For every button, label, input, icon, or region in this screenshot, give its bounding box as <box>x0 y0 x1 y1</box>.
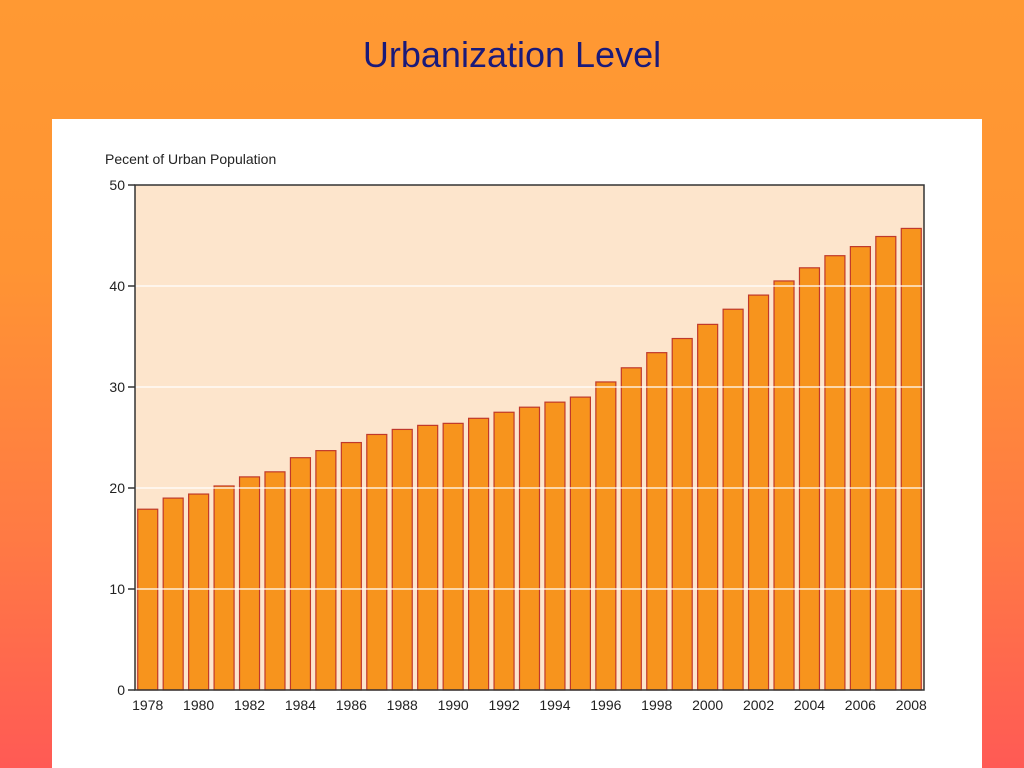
x-tick-label-1978: 1978 <box>132 697 163 713</box>
bar-1981 <box>213 485 235 691</box>
bar-2004 <box>798 267 821 691</box>
bar-1978 <box>137 508 159 691</box>
x-tick-label-1996: 1996 <box>590 697 621 713</box>
y-tick-label-50: 50 <box>109 177 125 193</box>
x-tick-label-2000: 2000 <box>692 697 723 713</box>
y-tick-label-20: 20 <box>109 480 125 496</box>
bar-2003 <box>773 280 795 691</box>
x-tick-label-1984: 1984 <box>285 697 316 713</box>
bar-chart: Pecent of Urban Population 0 10 20 30 40 50 1… <box>105 151 927 713</box>
bar-1986 <box>340 441 362 691</box>
bar-1999 <box>671 337 693 691</box>
x-tick-label-1982: 1982 <box>234 697 265 713</box>
bar-1993 <box>518 406 541 691</box>
x-tick-label-1998: 1998 <box>641 697 672 713</box>
x-tick-label-2006: 2006 <box>845 697 876 713</box>
bar-1980 <box>188 493 210 691</box>
bars <box>137 227 922 691</box>
slide-title: Urbanization Level <box>362 34 662 75</box>
x-tick-label-2002: 2002 <box>743 697 774 713</box>
y-tick-label-30: 30 <box>109 379 125 395</box>
bar-1988 <box>391 428 413 691</box>
x-tick-label-2008: 2008 <box>896 697 927 713</box>
axes <box>128 184 925 691</box>
x-tick-label-1980: 1980 <box>183 697 214 713</box>
bar-1984 <box>289 457 312 691</box>
bar-2000 <box>697 323 719 691</box>
bar-1998 <box>646 352 668 691</box>
x-tick-label-2004: 2004 <box>794 697 825 713</box>
bar-1996 <box>595 381 617 691</box>
gridlines <box>135 285 924 590</box>
bar-1979 <box>162 497 184 691</box>
bar-2005 <box>824 255 846 691</box>
bar-2001 <box>722 308 744 691</box>
bar-1997 <box>620 367 642 691</box>
x-tick-label-1988: 1988 <box>387 697 418 713</box>
x-tick-label-1992: 1992 <box>488 697 519 713</box>
x-tick-label-1994: 1994 <box>539 697 570 713</box>
bar-2007 <box>875 235 897 691</box>
plot-frame <box>134 184 925 691</box>
bar-2006 <box>849 246 871 691</box>
x-tick-labels: 1978 1980 1982 1984 1986 1988 1990 1992 1994 1996… <box>132 697 927 713</box>
bar-1992 <box>493 411 515 691</box>
bar-2008 <box>900 227 922 691</box>
y-tick-label-0: 0 <box>117 682 125 698</box>
bar-1991 <box>468 417 490 691</box>
bar-1994 <box>544 401 566 691</box>
bar-1989 <box>417 424 439 691</box>
bar-1983 <box>264 471 286 691</box>
y-tick-label-40: 40 <box>109 278 125 294</box>
x-tick-label-1990: 1990 <box>438 697 469 713</box>
bar-1995 <box>569 396 592 691</box>
x-tick-label-1986: 1986 <box>336 697 367 713</box>
chart-panel: Pecent of Urban Population 0 10 20 30 40 50 1… <box>52 119 982 768</box>
y-axis-title: Pecent of Urban Population <box>105 151 276 167</box>
bar-1987 <box>366 433 388 691</box>
bar-1990 <box>442 422 464 691</box>
bar-1982 <box>238 476 261 691</box>
bar-2002 <box>747 294 770 691</box>
y-tick-label-10: 10 <box>109 581 125 597</box>
bar-1985 <box>315 450 337 691</box>
y-tick-labels: 0 10 20 30 40 50 <box>109 177 125 698</box>
